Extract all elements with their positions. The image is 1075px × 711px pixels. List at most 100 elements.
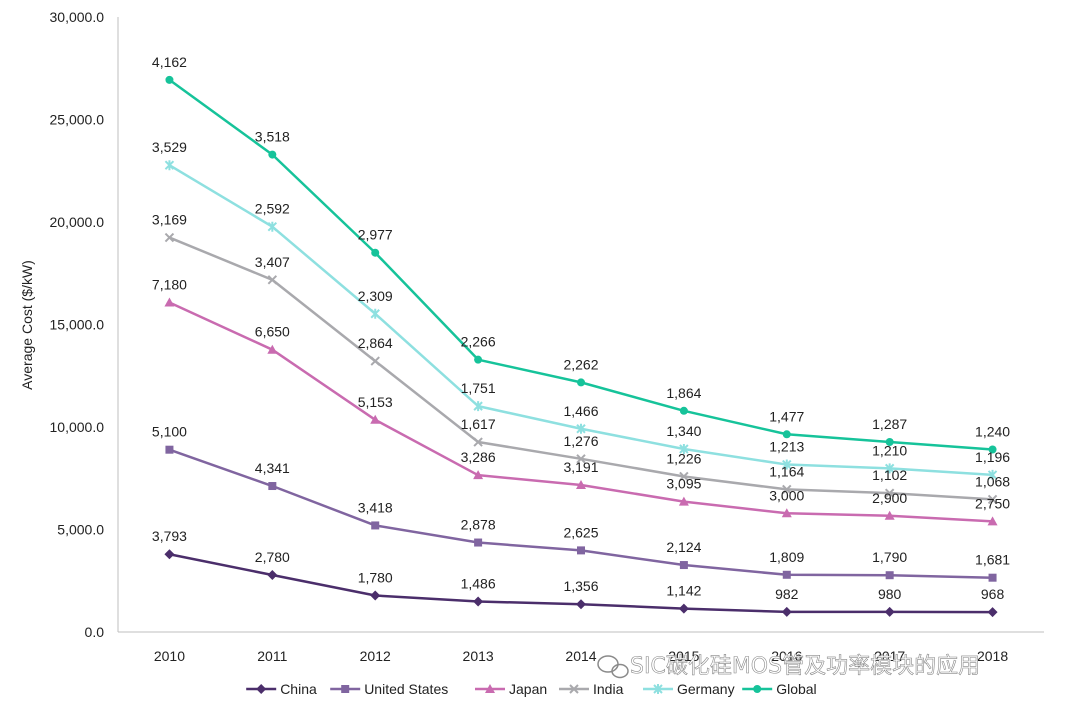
series-japan xyxy=(164,297,998,526)
data-label-india: 1,164 xyxy=(769,463,804,479)
watermark: SIC碳化硅MOS管及功率模块的应用 xyxy=(597,654,980,679)
data-point-japan xyxy=(267,344,278,354)
data-point-germany xyxy=(576,423,586,434)
data-point-united-states xyxy=(268,482,277,491)
data-point-global xyxy=(268,150,277,159)
data-point-japan xyxy=(781,508,792,518)
data-label-japan: 5,153 xyxy=(358,394,393,410)
data-label-japan: 3,095 xyxy=(666,476,701,492)
data-label-china: 1,142 xyxy=(666,583,701,599)
data-label-japan: 2,900 xyxy=(872,490,907,506)
y-tick-label: 30,000.0 xyxy=(50,9,105,25)
data-point-germany xyxy=(782,459,792,470)
y-tick-label: 10,000.0 xyxy=(50,419,105,435)
data-point-china xyxy=(987,607,998,618)
legend-label-global: Global xyxy=(776,681,816,697)
data-label-global: 2,977 xyxy=(358,227,393,243)
legend-marker-germany xyxy=(653,684,663,694)
data-label-india: 1,068 xyxy=(975,473,1010,489)
data-label-germany: 1,213 xyxy=(769,439,804,455)
data-label-united-states: 5,100 xyxy=(152,424,187,440)
data-point-united-states xyxy=(577,546,585,555)
data-label-japan: 3,191 xyxy=(563,459,598,475)
data-label-global: 1,287 xyxy=(872,416,907,432)
legend-marker-china xyxy=(256,684,267,694)
watermark-text: SIC碳化硅MOS管及功率模块的应用 xyxy=(630,654,980,679)
data-point-global xyxy=(474,355,483,364)
data-point-germany xyxy=(987,469,998,480)
data-point-japan xyxy=(164,297,175,307)
x-tick-label: 2011 xyxy=(257,648,287,664)
data-point-china xyxy=(576,599,586,610)
legend-marker-india xyxy=(569,684,579,694)
data-point-global xyxy=(577,378,585,387)
data-label-india: 1,102 xyxy=(872,467,907,483)
series-layer xyxy=(164,75,998,618)
data-label-united-states: 2,878 xyxy=(461,517,496,533)
data-point-india xyxy=(370,356,380,366)
data-label-japan: 3,000 xyxy=(769,487,804,503)
data-point-india xyxy=(576,454,586,464)
data-point-united-states xyxy=(165,445,174,454)
legend-marker-united-states xyxy=(341,685,350,693)
series-united-states xyxy=(165,445,997,582)
series-global xyxy=(165,75,997,454)
data-point-germany xyxy=(267,221,278,232)
y-tick-label: 25,000.0 xyxy=(50,112,105,128)
data-point-china xyxy=(884,606,895,617)
data-label-global: 1,477 xyxy=(769,408,804,424)
data-point-united-states xyxy=(885,571,894,580)
y-tick-label: 15,000.0 xyxy=(50,317,105,333)
data-point-india xyxy=(782,484,792,495)
data-label-global: 3,518 xyxy=(255,129,290,145)
data-label-germany: 2,592 xyxy=(255,201,290,217)
data-label-global: 2,262 xyxy=(563,356,598,372)
data-label-united-states: 3,418 xyxy=(358,499,393,515)
data-point-japan xyxy=(678,496,689,506)
data-point-japan xyxy=(576,479,586,489)
legend-item-germany: Germany xyxy=(643,681,735,697)
axes: 0.0 5,000.0 10,000.0 15,000.0 20,000.0 25,000… xyxy=(19,9,1044,664)
x-tick-label: 2018 xyxy=(977,648,1008,664)
data-point-global xyxy=(988,445,997,454)
y-tick-label: 0.0 xyxy=(85,624,105,640)
data-point-china xyxy=(678,603,689,614)
data-point-global xyxy=(165,75,174,84)
data-point-japan xyxy=(987,516,998,526)
data-label-china: 1,486 xyxy=(461,576,496,592)
data-point-global xyxy=(679,406,688,415)
data-label-germany: 1,210 xyxy=(872,442,907,458)
data-point-global xyxy=(885,437,894,446)
data-labels: 3,793 2,780 1,780 1,486 1,356 1,142 982 980 968 5… xyxy=(152,54,1010,602)
data-label-global: 4,162 xyxy=(152,54,187,70)
legend-label-china: China xyxy=(280,681,317,697)
data-label-china: 1,356 xyxy=(563,578,598,594)
legend-item-global: Global xyxy=(742,681,817,697)
legend-marker-japan xyxy=(485,684,495,693)
data-point-china xyxy=(781,606,792,617)
data-label-india: 1,276 xyxy=(563,433,598,449)
legend-marker-global xyxy=(753,685,762,693)
data-label-united-states: 2,124 xyxy=(666,539,701,555)
data-label-india: 1,617 xyxy=(461,416,496,432)
data-label-india: 2,864 xyxy=(358,335,393,351)
legend-item-united-states: United States xyxy=(330,681,448,697)
data-label-india: 3,169 xyxy=(152,212,187,228)
data-point-china xyxy=(473,596,484,607)
data-label-united-states: 1,790 xyxy=(872,549,907,565)
data-point-united-states xyxy=(371,521,380,530)
data-label-united-states: 1,809 xyxy=(769,549,804,565)
data-label-global: 1,864 xyxy=(666,385,701,401)
legend-label-india: India xyxy=(593,681,624,697)
data-label-india: 1,226 xyxy=(666,450,701,466)
data-label-germany: 1,340 xyxy=(666,423,701,439)
data-label-japan: 7,180 xyxy=(152,277,187,293)
data-label-germany: 1,196 xyxy=(975,449,1010,465)
data-point-germany xyxy=(473,401,483,412)
data-point-india xyxy=(987,494,998,505)
y-tick-label: 5,000.0 xyxy=(57,522,104,538)
legend-item-japan: Japan xyxy=(475,681,547,697)
data-label-china: 982 xyxy=(775,586,799,602)
data-label-united-states: 1,681 xyxy=(975,552,1010,568)
data-point-united-states xyxy=(988,573,997,582)
